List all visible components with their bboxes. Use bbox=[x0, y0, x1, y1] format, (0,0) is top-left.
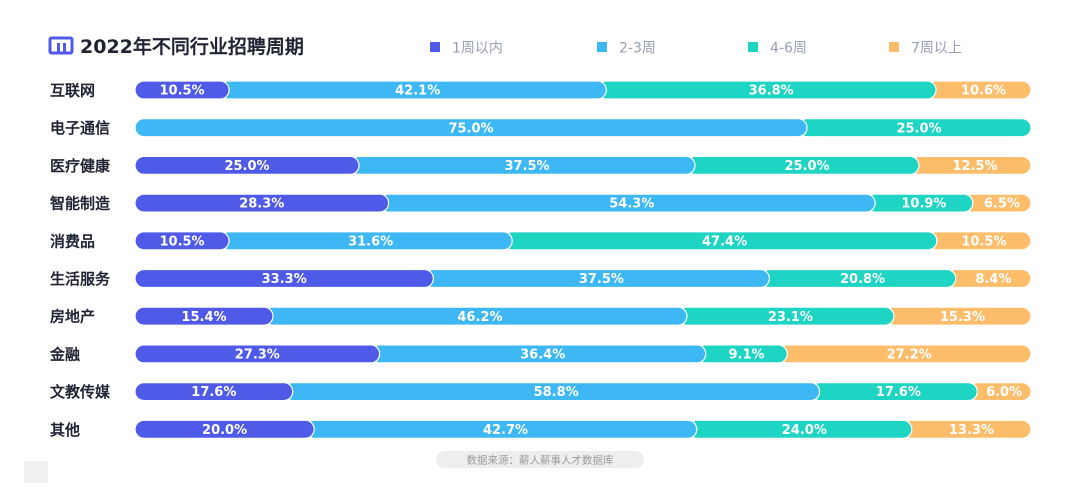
legend-swatch bbox=[597, 42, 607, 52]
value-label: 6.5% bbox=[984, 197, 1020, 212]
category-label: 医疗健康 bbox=[50, 157, 111, 175]
value-label: 15.3% bbox=[940, 310, 985, 325]
legend-label: 7周以上 bbox=[911, 41, 962, 57]
value-label: 27.3% bbox=[235, 348, 280, 363]
value-label: 15.4% bbox=[181, 310, 226, 325]
bar-row: 消费品 10.5% 31.6% 47.4% 10.5% bbox=[50, 231, 1032, 251]
value-label: 42.1% bbox=[395, 84, 440, 99]
legend-label: 4-6周 bbox=[770, 41, 807, 57]
bar-row: 医疗健康 25.0% 37.5% 25.0% 12.5% bbox=[50, 155, 1032, 175]
bar-row: 互联网 10.5% 42.1% 36.8% 10.6% bbox=[50, 80, 1032, 100]
bar-segment bbox=[134, 118, 808, 138]
value-label: 31.6% bbox=[348, 234, 393, 249]
bar-row: 房地产 15.4% 46.2% 23.1% 15.3% bbox=[50, 306, 1032, 326]
bar-segment bbox=[134, 80, 230, 100]
legend-label: 1周以内 bbox=[452, 41, 503, 57]
value-label: 10.5% bbox=[159, 234, 204, 249]
value-label: 25.0% bbox=[224, 159, 269, 174]
bar-row: 智能制造 28.3% 54.3% 10.9% 6.5% bbox=[50, 193, 1032, 213]
value-label: 20.8% bbox=[840, 272, 885, 287]
source-text: 数据来源：薪人薪事人才数据库 bbox=[467, 454, 614, 467]
legend-item: 4-6周 bbox=[748, 41, 807, 57]
legend-item: 7周以上 bbox=[889, 41, 962, 57]
value-label: 10.6% bbox=[961, 84, 1006, 99]
bar-segment bbox=[134, 231, 230, 251]
bar-segment bbox=[134, 306, 274, 326]
value-label: 28.3% bbox=[239, 197, 284, 212]
legend-label: 2-3周 bbox=[619, 41, 656, 57]
category-label: 智能制造 bbox=[50, 195, 110, 213]
legend-swatch bbox=[430, 42, 440, 52]
value-label: 8.4% bbox=[975, 272, 1011, 287]
category-label: 消费品 bbox=[50, 232, 95, 250]
category-label: 生活服务 bbox=[50, 270, 111, 288]
source-note: 数据来源：薪人薪事人才数据库 bbox=[436, 451, 644, 468]
legend-item: 1周以内 bbox=[430, 41, 503, 57]
value-label: 36.4% bbox=[520, 348, 565, 363]
category-label: 互联网 bbox=[50, 82, 95, 100]
value-label: 36.8% bbox=[749, 84, 794, 99]
value-label: 54.3% bbox=[609, 197, 654, 212]
value-label: 27.2% bbox=[887, 348, 932, 363]
value-label: 37.5% bbox=[504, 159, 549, 174]
bar-row: 文教传媒 17.6% 58.8% 17.6% 6.0% bbox=[50, 382, 1032, 402]
value-label: 24.0% bbox=[782, 423, 827, 438]
bar-segment bbox=[134, 419, 315, 439]
corner-mark bbox=[24, 461, 48, 483]
bar-row: 电子通信 75.0% 25.0% bbox=[50, 118, 1032, 138]
value-label: 12.5% bbox=[952, 159, 997, 174]
category-label: 文教传媒 bbox=[50, 383, 111, 401]
value-label: 20.0% bbox=[202, 423, 247, 438]
value-label: 75.0% bbox=[448, 121, 493, 136]
value-label: 58.8% bbox=[534, 385, 579, 400]
bar-segment bbox=[134, 344, 381, 364]
bar-segment bbox=[134, 268, 434, 289]
value-label: 17.6% bbox=[876, 385, 921, 400]
bar-segment bbox=[134, 155, 360, 175]
value-label: 25.0% bbox=[896, 121, 941, 136]
value-label: 25.0% bbox=[784, 159, 829, 174]
category-label: 金融 bbox=[49, 345, 80, 363]
bar-row: 其他 20.0% 42.7% 24.0% 13.3% bbox=[50, 419, 1032, 439]
bar-rows: 互联网 10.5% 42.1% 36.8% 10.6%电子通信 75.0% 25.0%医疗健… bbox=[49, 80, 1032, 439]
value-label: 6.0% bbox=[986, 385, 1022, 400]
value-label: 46.2% bbox=[457, 310, 502, 325]
value-label: 42.7% bbox=[483, 423, 528, 438]
category-label: 房地产 bbox=[50, 308, 95, 326]
bar-row: 生活服务 33.3% 37.5% 20.8% 8.4% bbox=[50, 268, 1032, 289]
bar-segment bbox=[134, 193, 390, 213]
category-label: 其他 bbox=[50, 421, 80, 439]
value-label: 33.3% bbox=[262, 272, 307, 287]
legend-swatch bbox=[889, 42, 899, 52]
value-label: 17.6% bbox=[191, 385, 236, 400]
value-label: 23.1% bbox=[768, 310, 813, 325]
value-label: 10.5% bbox=[961, 234, 1006, 249]
value-label: 10.5% bbox=[159, 84, 204, 99]
value-label: 37.5% bbox=[579, 272, 624, 287]
legend-item: 2-3周 bbox=[597, 41, 656, 57]
value-label: 10.9% bbox=[901, 197, 946, 212]
value-label: 13.3% bbox=[949, 423, 994, 438]
bar-segment bbox=[134, 382, 294, 402]
category-label: 电子通信 bbox=[50, 119, 110, 137]
legend: 1周以内 2-3周 4-6周 7周以上 bbox=[430, 41, 962, 57]
bar-row: 金融 27.3% 36.4% 9.1% 27.2% bbox=[49, 344, 1032, 364]
chart-title: 2022年不同行业招聘周期 bbox=[80, 35, 304, 58]
legend-swatch bbox=[748, 42, 758, 52]
value-label: 47.4% bbox=[702, 234, 747, 249]
value-label: 9.1% bbox=[728, 348, 764, 363]
title-icon bbox=[48, 36, 74, 55]
